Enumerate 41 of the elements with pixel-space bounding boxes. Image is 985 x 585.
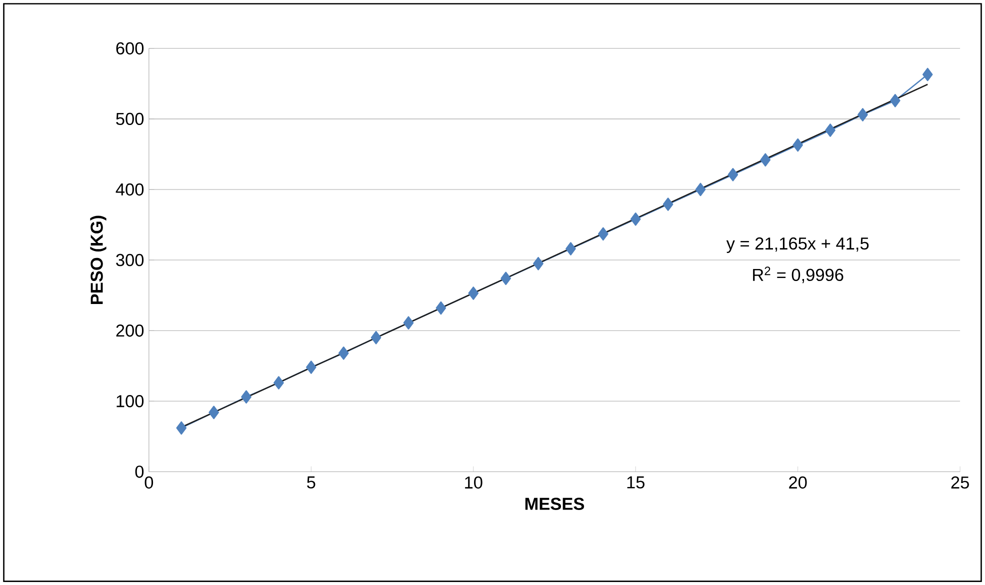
point: [436, 301, 446, 315]
point: [208, 406, 219, 420]
y-tick-label: 400: [116, 183, 144, 196]
point: [533, 256, 544, 270]
point: [598, 227, 608, 241]
point: [695, 182, 706, 196]
point: [370, 330, 382, 344]
point: [858, 108, 868, 122]
y-axis-title: PESO (KG): [90, 216, 106, 304]
point: [468, 286, 479, 300]
y-tick-label: 0: [135, 466, 144, 478]
point: [176, 421, 187, 435]
y-tick-label: 600: [116, 42, 144, 54]
point: [306, 360, 316, 374]
point: [890, 94, 900, 108]
point: [922, 68, 933, 82]
point: [403, 316, 414, 330]
x-tick-label: 10: [465, 476, 482, 489]
x-tick-label: 15: [627, 476, 644, 488]
y-tick-label: 200: [116, 324, 144, 337]
point: [825, 124, 836, 137]
x-tick-label: 20: [789, 476, 807, 489]
annotation: y = 21,165x + 41,5: [726, 237, 869, 253]
x-tick-label: 25: [951, 476, 969, 489]
point: [241, 390, 252, 404]
point: [274, 376, 284, 390]
point: [566, 242, 576, 256]
point: [630, 212, 641, 226]
x-axis-title: MESES: [525, 498, 584, 510]
y-tick-label: 500: [116, 112, 144, 125]
point: [338, 346, 349, 360]
x-tick-label: 5: [307, 476, 316, 488]
x-tick-label: 0: [144, 476, 154, 489]
y-tick-label: 300: [116, 254, 144, 266]
point: [792, 138, 803, 152]
point: [500, 272, 511, 285]
point: [760, 153, 771, 166]
annotation: R$^{2}$ = 0,9996: [753, 266, 844, 284]
point: [728, 168, 738, 182]
point: [662, 198, 674, 211]
y-tick-label: 100: [116, 394, 144, 408]
